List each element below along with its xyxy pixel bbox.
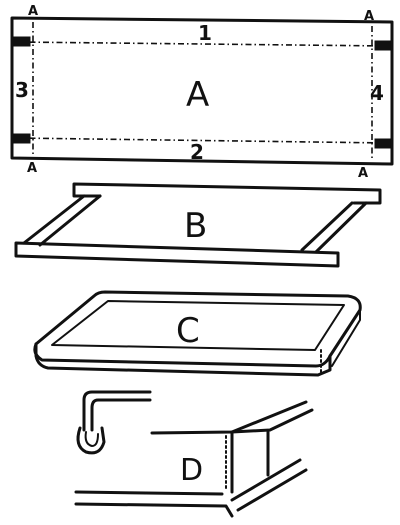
label-corner-bottom-left: A — [27, 161, 37, 176]
label-edge-2: 2 — [190, 140, 204, 164]
corner-tab-bottom-left — [13, 133, 31, 144]
tray-c-front-wall — [34, 342, 332, 377]
label-piece-a: A — [186, 75, 209, 115]
frame-b-right-rail — [300, 201, 368, 254]
tray-c-inner-rim — [51, 300, 345, 351]
clip-d-loop — [76, 426, 106, 455]
label-corner-top-right: A — [364, 9, 374, 24]
figure-d: D — [74, 390, 314, 518]
label-corner-bottom-right: A — [358, 166, 368, 181]
box-d-top-edge-inner — [230, 408, 314, 434]
strip-a-outline — [10, 16, 394, 166]
label-edge-4: 4 — [370, 81, 384, 105]
figure-a: A 1 2 3 4 A A A A — [10, 4, 394, 181]
corner-tab-bottom-right — [374, 138, 391, 149]
frame-b-back-bar — [72, 182, 382, 205]
label-piece-c: C — [176, 311, 200, 351]
label-edge-1: 1 — [198, 21, 212, 45]
figure-b: B — [14, 182, 382, 268]
frame-b-front-bar — [14, 241, 340, 268]
corner-tab-top-right — [374, 40, 391, 51]
label-edge-3: 3 — [15, 78, 29, 102]
tray-c-right-wall — [331, 309, 361, 367]
corner-tab-top-left — [13, 36, 31, 47]
label-piece-d: D — [180, 453, 203, 488]
box-d-top-edge — [150, 400, 308, 435]
box-d-bottom-edge — [74, 490, 234, 518]
box-d-bottom-right — [230, 458, 308, 512]
frame-b-left-rail — [22, 194, 102, 247]
label-corner-top-left: A — [28, 4, 38, 19]
clip-d-loop-inner — [84, 431, 99, 447]
clip-d-wire — [82, 390, 152, 432]
tray-c-outer-rim — [33, 290, 362, 368]
label-piece-b: B — [184, 206, 207, 246]
figure-c: C — [33, 290, 362, 377]
